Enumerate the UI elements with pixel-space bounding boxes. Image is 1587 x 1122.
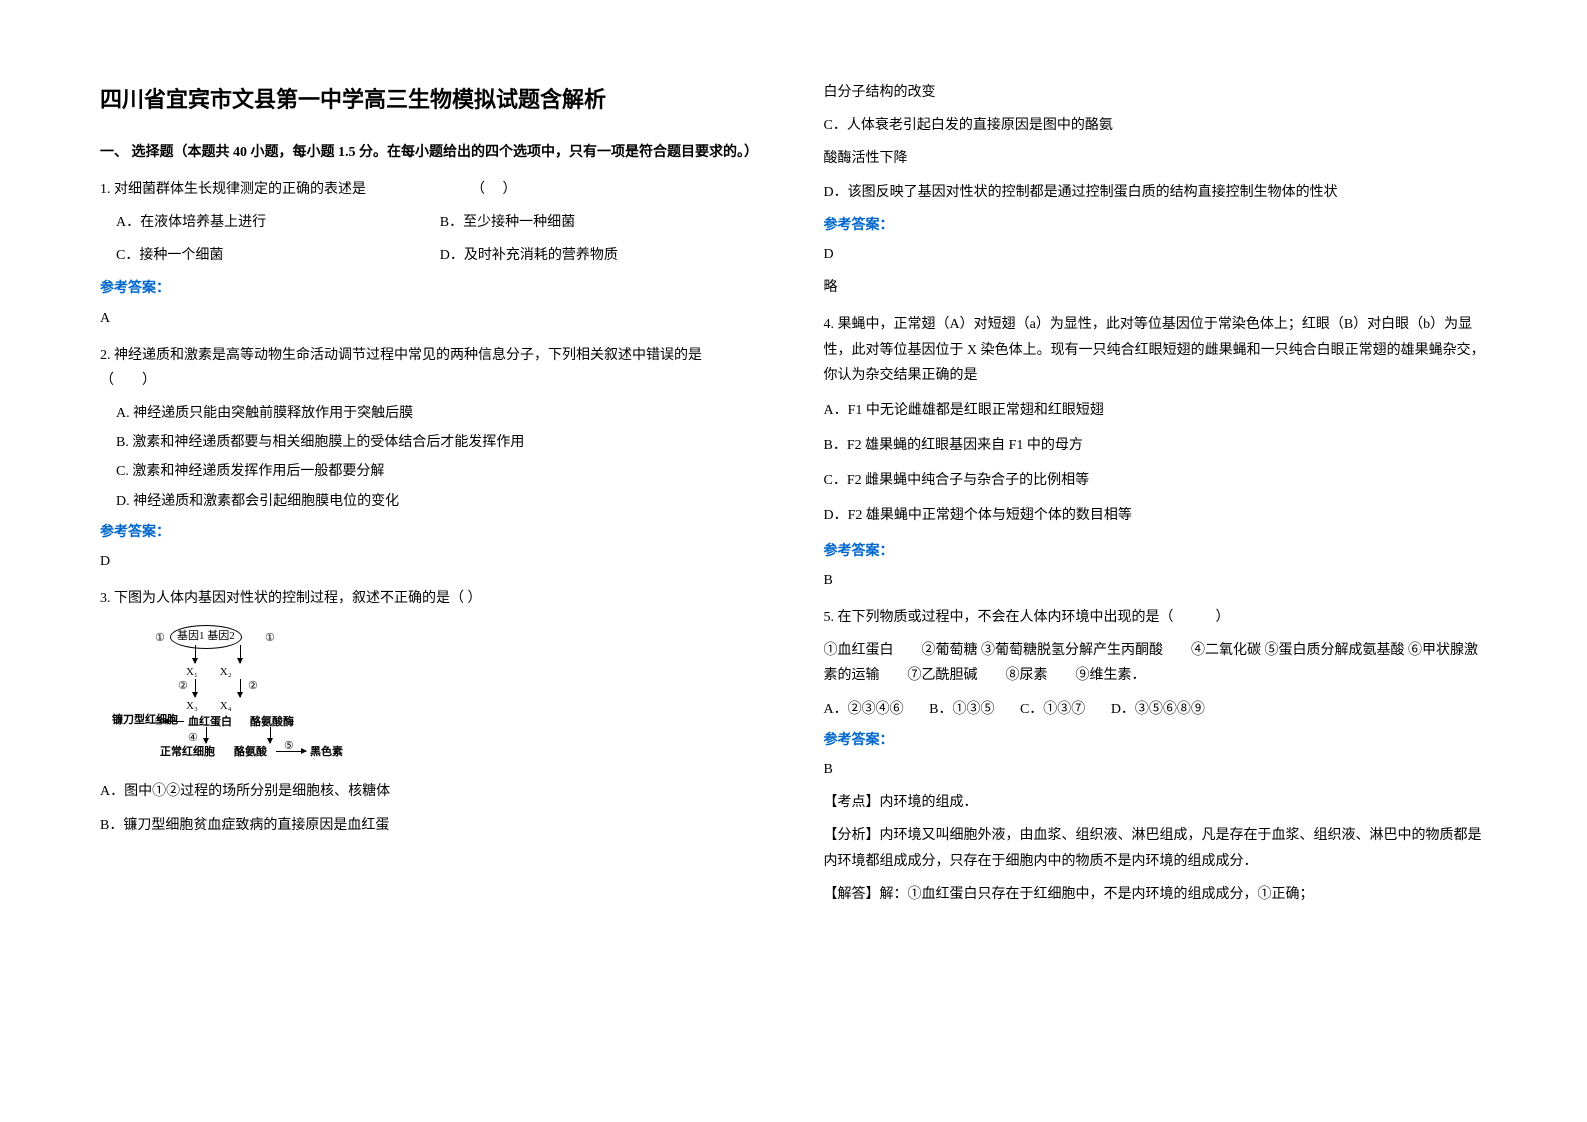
q5-answer: B: [824, 757, 1488, 782]
q4-answer: B: [824, 568, 1488, 593]
tyrosine-label: 酪氨酸: [234, 743, 267, 763]
q2-answer: D: [100, 549, 764, 574]
left-column: 四川省宜宾市文县第一中学高三生物模拟试题含解析 一、 选择题（本题共 40 小题…: [100, 80, 764, 1082]
q5-note1: 【考点】内环境的组成．: [824, 790, 1488, 815]
q5-optD: D．③⑤⑥⑧⑨: [1111, 697, 1205, 722]
circ1-label: ①: [155, 629, 165, 649]
question-1: 1. 对细菌群体生长规律测定的正确的表述是 （ ） A．在液体培养基上进行 B．…: [100, 177, 764, 331]
arrow-v5: [206, 727, 207, 743]
q2-options: A. 神经递质只能由突触前膜释放作用于突触后膜 B. 激素和神经递质都要与相关细…: [100, 401, 764, 514]
q5-optB: B．①③⑤: [929, 697, 994, 722]
gene12-label: 基因1 基因2: [170, 625, 242, 649]
q4-options: A．F1 中无论雌雄都是红眼正常翅和红眼短翅 B．F2 雄果蝇的红眼基因来自 F…: [824, 398, 1488, 529]
q2-optA: A. 神经递质只能由突触前膜释放作用于突触后膜: [116, 401, 764, 426]
q4-optD: D．F2 雄果蝇中正常翅个体与短翅个体的数目相等: [824, 503, 1488, 528]
q3-text: 3. 下图为人体内基因对性状的控制过程，叙述不正确的是（ ）: [100, 586, 764, 611]
arrow-v1: [195, 645, 196, 663]
arrow-h-left: [164, 721, 184, 722]
q1-answer-label: 参考答案：: [100, 276, 764, 301]
section-1-title: 一、 选择题（本题共 40 小题，每小题 1.5 分。在每小题给出的四个选项中，…: [100, 140, 764, 165]
q3-optC: C．人体衰老引起白发的直接原因是图中的酪氨: [824, 113, 1488, 138]
doc-title: 四川省宜宾市文县第一中学高三生物模拟试题含解析: [100, 80, 764, 120]
q1-optA: A．在液体培养基上进行: [100, 210, 440, 235]
question-5: 5. 在下列物质或过程中，不会在人体内环境中出现的是（ ） ①血红蛋白 ②葡萄糖…: [824, 605, 1488, 907]
q3-cont1: 白分子结构的改变: [824, 80, 1488, 105]
q1-row1: A．在液体培养基上进行 B．至少接种一种细菌: [100, 210, 764, 235]
q2-optB: B. 激素和神经递质都要与相关细胞膜上的受体结合后才能发挥作用: [116, 430, 764, 455]
q5-optC: C．①③⑦: [1020, 697, 1085, 722]
q2-text: 2. 神经递质和激素是高等动物生命活动调节过程中常见的两种信息分子，下列相关叙述…: [100, 343, 764, 393]
normal-label: 正常红细胞: [160, 743, 215, 763]
tyrosinase-label: 酪氨酸酶: [250, 713, 294, 733]
q1-optC: C．接种一个细菌: [100, 243, 440, 268]
gene-oval: 基因1 基因2: [170, 625, 242, 649]
circ1b-label: ①: [265, 629, 275, 649]
question-3: 3. 下图为人体内基因对性状的控制过程，叙述不正确的是（ ） 基因1 基因2 ①…: [100, 586, 764, 838]
q5-note3: 【解答】解：①血红蛋白只存在于红细胞中，不是内环境的组成成分，①正确；: [824, 882, 1488, 907]
circ2-label: ②: [178, 677, 188, 697]
q4-optC: C．F2 雌果蝇中纯合子与杂合子的比例相等: [824, 468, 1488, 493]
q3-optA: A．图中①②过程的场所分别是细胞核、核糖体: [100, 779, 764, 804]
circ5-label: ⑤: [284, 737, 294, 757]
melanin-label: 黑色素: [310, 743, 343, 763]
q1-text: 1. 对细菌群体生长规律测定的正确的表述是 （ ）: [100, 177, 764, 202]
right-column: 白分子结构的改变 C．人体衰老引起白发的直接原因是图中的酪氨 酸酶活性下降 D．…: [824, 80, 1488, 1082]
question-4: 4. 果蝇中，正常翅（A）对短翅（a）为显性，此对等位基因位于常染色体上；红眼（…: [824, 312, 1488, 593]
q2-optD: D. 神经递质和激素都会引起细胞膜电位的变化: [116, 489, 764, 514]
q3-omit: 略: [824, 275, 1488, 300]
q3-answer: D: [824, 242, 1488, 267]
q5-options: A．②③④⑥ B．①③⑤ C．①③⑦ D．③⑤⑥⑧⑨: [824, 697, 1488, 722]
q1-optB: B．至少接种一种细菌: [440, 210, 764, 235]
q4-text: 4. 果蝇中，正常翅（A）对短翅（a）为显性，此对等位基因位于常染色体上；红眼（…: [824, 312, 1488, 388]
q1-optD: D．及时补充消耗的营养物质: [440, 243, 764, 268]
q5-answer-label: 参考答案：: [824, 728, 1488, 753]
q4-optA: A．F1 中无论雌雄都是红眼正常翅和红眼短翅: [824, 398, 1488, 423]
q3-optD: D．该图反映了基因对性状的控制都是通过控制蛋白质的结构直接控制生物体的性状: [824, 180, 1488, 205]
question-2: 2. 神经递质和激素是高等动物生命活动调节过程中常见的两种信息分子，下列相关叙述…: [100, 343, 764, 575]
q4-optB: B．F2 雄果蝇的红眼基因来自 F1 中的母方: [824, 433, 1488, 458]
arrow-v3: [195, 679, 196, 697]
q2-optC: C. 激素和神经递质发挥作用后一般都要分解: [116, 459, 764, 484]
arrow-v6: [270, 727, 271, 743]
q5-note2: 【分析】内环境又叫细胞外液，由血浆、组织液、淋巴组成，凡是存在于血浆、组织液、淋…: [824, 823, 1488, 873]
q5-optA: A．②③④⑥: [824, 697, 904, 722]
q4-answer-label: 参考答案：: [824, 539, 1488, 564]
q3-answer-label: 参考答案：: [824, 213, 1488, 238]
q3-optB: B．镰刀型细胞贫血症致病的直接原因是血红蛋: [100, 813, 764, 838]
x1x2-label: X₁ X₂: [186, 663, 232, 683]
q3-cont2: 酸酶活性下降: [824, 146, 1488, 171]
arrow-v4: [240, 679, 241, 697]
q3-diagram: 基因1 基因2 ① ① X₁ X₂ ② ② X₃ X₄ 镰刀型红细胞 ③ 血红蛋…: [120, 625, 350, 765]
q5-list: ①血红蛋白 ②葡萄糖 ③葡萄糖脱氢分解产生丙酮酸 ④二氧化碳 ⑤蛋白质分解成氨基…: [824, 638, 1488, 688]
circ2b-label: ②: [248, 677, 258, 697]
q2-answer-label: 参考答案：: [100, 520, 764, 545]
q1-row2: C．接种一个细菌 D．及时补充消耗的营养物质: [100, 243, 764, 268]
q5-text: 5. 在下列物质或过程中，不会在人体内环境中出现的是（ ）: [824, 605, 1488, 630]
arrow-v2: [240, 645, 241, 663]
q1-answer: A: [100, 306, 764, 331]
